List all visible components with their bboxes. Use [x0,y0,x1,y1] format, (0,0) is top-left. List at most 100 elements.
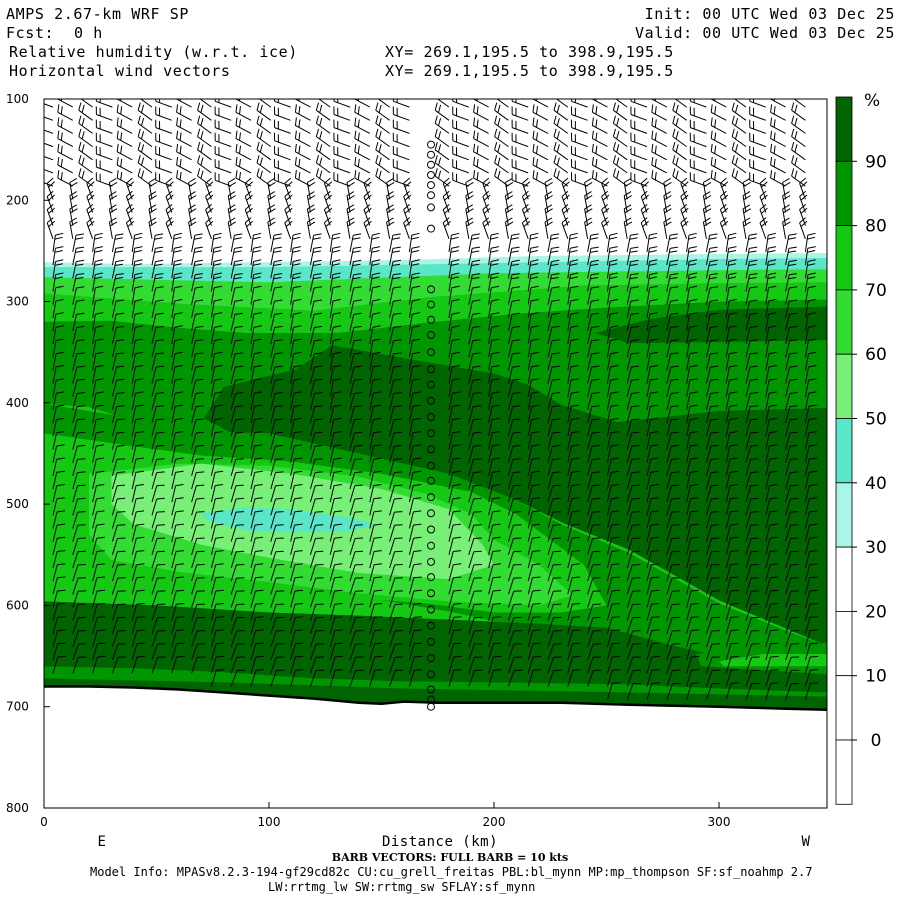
wind-barb [567,616,581,634]
wind-barb [765,616,779,634]
wind-barb [507,630,522,648]
wind-barb [171,431,184,450]
wind-barb [686,457,699,476]
calm-wind-marker [427,445,435,454]
wind-barb [349,246,362,266]
wind-barb [468,577,483,595]
wind-barb [309,431,323,450]
wind-barb [646,285,658,305]
wind-barb [793,99,806,108]
wind-barb [349,325,362,345]
wind-barb [369,431,382,450]
wind-barb [705,484,720,503]
wind-barb [270,259,283,279]
wind-barb [686,259,698,279]
wind-barb [507,378,521,397]
wind-barb [626,683,642,700]
wind-barb [468,392,481,411]
wind-barb [488,272,500,292]
barb-note: BARB VECTORS: FULL BARB = 10 kts [332,851,568,864]
wind-barb [230,339,244,358]
wind-barb [765,523,778,542]
wind-barb [111,656,127,674]
wind-barb [52,497,65,516]
wind-barb [468,550,482,569]
wind-barb [131,497,145,516]
wind-barb [210,312,223,331]
wind-barb [139,99,153,108]
wind-barb [553,115,569,134]
wind-barb [191,444,205,463]
wind-barb [719,190,729,213]
wind-barb [567,312,579,331]
wind-barb [785,246,797,266]
wind-barb [785,656,800,674]
wind-barb [584,217,593,239]
wind-barb [52,589,66,608]
wind-barb [646,431,659,450]
wind-barb [151,630,166,648]
wind-barb [111,378,125,397]
wind-barb [686,576,699,595]
wind-barb [250,655,264,674]
valid-time: Valid: 00 UTC Wed 03 Dec 25 [635,24,895,42]
x-tick-label: 300 [708,815,731,829]
wind-barb [507,471,522,490]
wind-barb [315,141,331,161]
wind-barb [646,444,659,463]
wind-barb [785,339,798,358]
wind-barb [95,99,113,108]
wind-barb [270,286,283,305]
wind-barb [116,99,133,108]
wind-barb [389,325,402,345]
wind-barb [306,217,316,239]
wind-barb [191,259,203,279]
wind-barb [666,590,681,608]
wind-barb [363,217,372,239]
wind-barb [349,616,364,634]
wind-barb [587,431,600,450]
wind-barb [547,497,561,516]
wind-barb [309,471,324,490]
wind-barb [408,431,421,450]
wind-barb [80,99,93,108]
colorbar-level-label: 60 [865,345,887,365]
wind-barb [680,217,689,239]
wind-barb [131,312,143,331]
wind-barb [72,392,85,411]
wind-barb [78,128,93,148]
wind-barb [745,286,758,305]
calm-wind-marker [427,150,435,159]
wind-barb [782,217,791,239]
wind-barb [333,119,351,134]
wind-barb [532,117,549,134]
wind-barb [626,669,641,687]
wind-barb [587,524,601,542]
colorbar-swatch [835,675,853,741]
wind-barb [686,444,699,463]
wind-barb [587,246,599,266]
wind-barb [448,655,462,674]
wind-barb [567,351,579,371]
wind-barb [547,378,561,397]
wind-barb [92,285,104,305]
wind-barb [606,603,620,621]
wind-barb [274,145,291,161]
wind-barb [52,417,65,437]
wind-barb [210,259,222,279]
wind-barb [235,99,252,108]
wind-barb [270,392,283,411]
wind-barb [804,589,818,608]
wind-barb [176,99,192,108]
wind-barb [725,444,738,463]
wind-barb [72,418,86,437]
wind-barb [587,299,600,318]
wind-barb [606,655,621,674]
wind-barb [191,497,205,516]
wind-barb [434,155,450,174]
wind-barb [354,156,371,174]
wind-barb [725,589,739,608]
wind-barb [270,630,285,648]
wind-barb [567,523,580,542]
wind-barb [567,285,579,305]
